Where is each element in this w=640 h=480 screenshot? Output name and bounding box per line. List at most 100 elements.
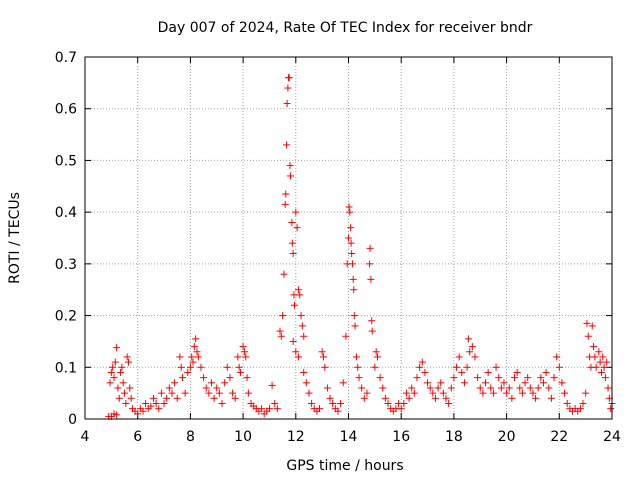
data-point xyxy=(579,399,587,407)
data-point xyxy=(122,399,130,407)
data-point xyxy=(289,337,297,345)
data-point xyxy=(290,301,298,309)
data-point xyxy=(505,384,513,392)
data-point xyxy=(345,234,352,242)
y-tick-label: 0.2 xyxy=(55,309,77,325)
data-point xyxy=(235,363,243,371)
data-point xyxy=(244,389,252,397)
data-point xyxy=(482,379,490,387)
data-point xyxy=(529,389,537,397)
data-point xyxy=(553,353,561,361)
data-point xyxy=(384,399,392,407)
data-point xyxy=(118,363,126,371)
data-point xyxy=(229,389,237,397)
data-point xyxy=(287,172,295,180)
data-point xyxy=(492,363,500,371)
data-point xyxy=(604,384,612,392)
data-point xyxy=(373,353,381,361)
data-point xyxy=(171,379,179,387)
data-point xyxy=(234,353,242,361)
y-tick-label: 0.3 xyxy=(55,257,77,273)
y-tick-label: 0 xyxy=(68,412,77,428)
data-point xyxy=(484,368,492,376)
plot-frame xyxy=(84,56,613,420)
data-point xyxy=(288,239,296,247)
data-point xyxy=(281,200,289,208)
data-point xyxy=(298,322,306,330)
data-point xyxy=(329,399,337,407)
data-point xyxy=(319,353,327,361)
data-point xyxy=(142,399,150,407)
data-point xyxy=(350,286,358,294)
data-point xyxy=(111,358,119,366)
data-point xyxy=(371,363,379,371)
x-tick-label: 12 xyxy=(287,429,305,445)
data-point xyxy=(300,332,308,340)
x-tick-label: 8 xyxy=(186,429,195,445)
data-point xyxy=(221,379,229,387)
data-point xyxy=(308,399,316,407)
x-tick-label: 18 xyxy=(445,429,463,445)
data-point xyxy=(318,348,326,356)
data-point xyxy=(453,363,461,371)
data-point xyxy=(588,322,596,330)
data-point xyxy=(147,402,155,410)
data-point xyxy=(442,394,450,402)
y-tick-label: 0.5 xyxy=(55,153,77,169)
x-tick-label: 10 xyxy=(234,429,252,445)
data-point xyxy=(109,363,117,371)
data-point xyxy=(416,363,424,371)
data-point xyxy=(265,405,273,413)
data-point xyxy=(258,405,266,413)
data-point xyxy=(366,260,374,268)
data-point xyxy=(296,291,304,299)
data-point xyxy=(367,275,375,283)
data-point xyxy=(342,332,350,340)
data-point xyxy=(368,327,376,335)
data-point xyxy=(280,270,288,278)
data-point xyxy=(277,332,285,340)
data-point xyxy=(489,389,497,397)
data-point xyxy=(193,348,201,356)
data-point xyxy=(197,363,205,371)
data-point xyxy=(126,384,134,392)
data-point xyxy=(113,344,121,352)
data-point xyxy=(366,244,374,252)
data-point xyxy=(524,374,532,382)
data-point xyxy=(286,162,294,170)
data-point xyxy=(186,363,194,371)
data-point xyxy=(347,224,355,232)
data-point xyxy=(123,353,131,361)
data-point xyxy=(292,348,300,356)
data-point xyxy=(348,250,356,258)
data-point xyxy=(283,100,291,108)
data-point xyxy=(561,389,569,397)
data-point xyxy=(334,407,342,415)
data-point xyxy=(294,353,302,361)
data-point xyxy=(582,389,590,397)
data-point xyxy=(591,353,599,361)
data-point xyxy=(476,384,484,392)
data-point xyxy=(150,394,158,402)
data-point xyxy=(368,317,376,325)
data-point xyxy=(326,394,334,402)
data-point xyxy=(410,389,418,397)
data-point xyxy=(239,343,247,351)
data-point xyxy=(134,410,142,418)
data-point xyxy=(106,379,114,387)
data-point xyxy=(439,389,447,397)
data-point xyxy=(200,374,208,382)
data-point xyxy=(429,389,437,397)
data-point xyxy=(408,384,416,392)
data-point xyxy=(376,374,384,382)
data-point xyxy=(563,399,571,407)
data-point xyxy=(497,384,505,392)
data-point xyxy=(165,384,173,392)
data-point xyxy=(292,208,300,216)
data-point xyxy=(542,368,550,376)
data-point xyxy=(445,399,453,407)
data-point xyxy=(276,327,284,335)
data-point xyxy=(458,368,466,376)
data-point xyxy=(115,394,123,402)
